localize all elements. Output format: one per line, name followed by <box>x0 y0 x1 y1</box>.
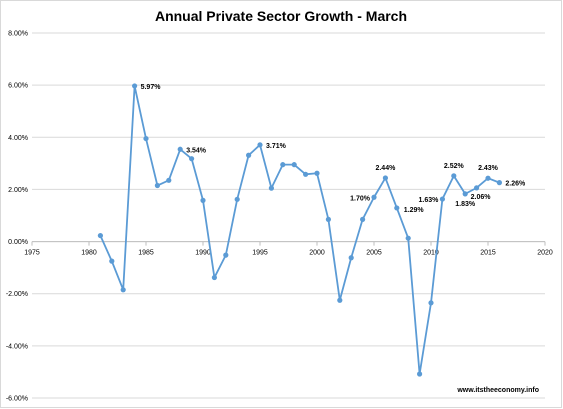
data-point <box>360 216 366 223</box>
data-point <box>268 185 274 191</box>
data-point <box>303 171 309 177</box>
data-point <box>120 287 126 293</box>
y-tick-label: 4.00% <box>8 135 28 142</box>
data-label: 2.44% <box>375 165 396 172</box>
data-label: 1.29% <box>404 207 425 214</box>
x-tick-label: 1975 <box>24 250 40 257</box>
y-axis: 8.00% 6.00% 4.00% 2.00% 0.00% -2.00% -4.00% -6.… <box>6 31 28 403</box>
watermark-text: www.itstheeconomy.info <box>456 387 539 394</box>
y-tick-label: 6.00% <box>8 83 28 90</box>
data-point <box>257 142 263 148</box>
data-point <box>246 152 252 158</box>
data-point <box>280 162 286 168</box>
data-point <box>132 83 138 89</box>
data-point <box>382 175 388 181</box>
data-point <box>143 135 149 142</box>
data-point <box>166 177 172 183</box>
x-tick-label: 2000 <box>309 250 325 257</box>
y-tick-label: 0.00% <box>8 239 28 246</box>
data-point <box>348 255 354 261</box>
data-label: 1.83% <box>455 201 476 208</box>
y-tick-label: 2.00% <box>8 187 28 194</box>
data-point <box>177 146 183 152</box>
data-point <box>325 216 331 223</box>
y-tick-label: -2.00% <box>6 291 28 298</box>
data-label: 1.63% <box>419 197 440 204</box>
x-axis: 1975 1980 1985 1990 1995 2000 2005 2010 2015 2020 <box>24 241 553 257</box>
chart-title: Annual Private Sector Growth - March <box>155 8 407 24</box>
data-point <box>97 232 103 239</box>
x-tick-label: 2020 <box>537 250 553 257</box>
data-point <box>109 258 115 264</box>
data-label: 5.97% <box>141 84 162 91</box>
x-tick-label: 2015 <box>480 250 496 257</box>
gridlines <box>32 32 545 399</box>
data-point <box>189 156 195 162</box>
y-tick-label: -6.00% <box>6 396 28 403</box>
x-tick-label: 1995 <box>252 250 268 257</box>
data-point <box>211 274 217 281</box>
data-label: 2.52% <box>444 163 465 170</box>
data-label: 2.43% <box>478 165 499 172</box>
data-point <box>291 162 297 168</box>
data-point <box>439 196 445 202</box>
data-labels: 5.97% 3.54% 3.71% 1.70% 2.44% 1.29% 1.63% 2.52%… <box>141 84 526 214</box>
data-point <box>154 182 160 189</box>
data-point <box>314 170 320 176</box>
data-point <box>428 300 434 306</box>
data-label: 2.06% <box>471 194 492 201</box>
data-point <box>474 185 480 191</box>
data-point <box>200 197 206 203</box>
data-point <box>234 196 240 202</box>
data-point <box>462 191 468 197</box>
series-polyline <box>99 85 500 375</box>
x-tick-label: 2005 <box>366 250 382 257</box>
y-tick-label: 8.00% <box>8 31 28 38</box>
series-line <box>97 83 502 377</box>
x-tick-label: 1980 <box>81 250 97 257</box>
data-point <box>451 173 457 179</box>
y-tick-label: -4.00% <box>6 343 28 350</box>
x-tick-label: 1985 <box>138 250 154 257</box>
data-point <box>223 252 229 258</box>
data-label: 3.54% <box>186 147 207 154</box>
data-point <box>405 235 411 241</box>
x-tick-label: 1990 <box>195 250 211 257</box>
data-point <box>417 371 423 377</box>
data-label: 2.26% <box>505 181 526 188</box>
data-point <box>394 205 400 211</box>
x-tick-label: 2010 <box>423 250 439 257</box>
data-point <box>337 297 343 303</box>
data-point <box>496 180 502 186</box>
data-label: 1.70% <box>350 195 371 202</box>
data-label: 3.71% <box>266 143 287 150</box>
data-point <box>485 175 491 181</box>
data-point <box>371 194 377 200</box>
